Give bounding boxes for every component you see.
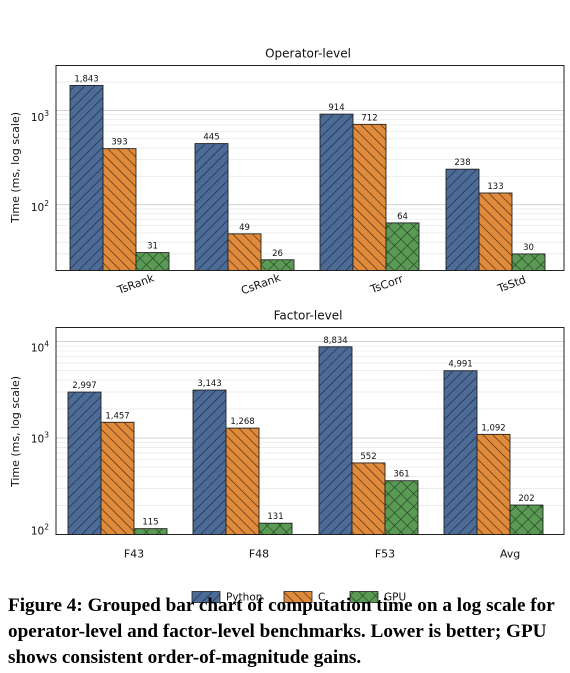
y-tick-label: 102 xyxy=(31,523,49,538)
data-label: 202 xyxy=(518,494,534,504)
bar-python xyxy=(67,391,102,535)
bar-c xyxy=(478,192,513,271)
data-label: 1,457 xyxy=(105,411,129,421)
x-tick-label: F48 xyxy=(249,548,269,561)
gridlines xyxy=(56,65,564,271)
x-axis-ticks: F43 F48 F53 Avg xyxy=(124,548,520,561)
data-label: 115 xyxy=(142,518,158,528)
bar-python xyxy=(445,168,480,271)
data-label: 393 xyxy=(111,138,127,148)
bar-gpu xyxy=(511,253,546,271)
y-axis-label: Time (ms, log scale) xyxy=(9,376,22,488)
plot-frame xyxy=(55,327,565,535)
data-label: 49 xyxy=(239,223,250,233)
data-label: 712 xyxy=(361,113,377,123)
chart-factor-level: Factor-level Time (ms, log scale) 102 10… xyxy=(9,309,565,561)
bar-gpu xyxy=(384,480,419,535)
x-tick-label: CsRank xyxy=(239,271,282,297)
data-label: 1,268 xyxy=(230,417,254,427)
bar-c xyxy=(100,421,135,535)
data-labels: 1,843 445 914 238 393 49 712 133 31 26 64 30 xyxy=(74,74,534,258)
legend-swatch-gpu xyxy=(349,591,379,603)
bar-c xyxy=(351,462,386,535)
data-label: 30 xyxy=(523,243,534,253)
data-label: 8,834 xyxy=(323,336,347,346)
legend-swatch-c xyxy=(283,591,313,603)
legend-label-python: Python xyxy=(226,592,262,604)
bar-python xyxy=(69,84,104,271)
chart-title: Operator-level xyxy=(265,47,351,61)
bars xyxy=(69,84,546,271)
bar-python xyxy=(194,143,229,271)
x-tick-label: TsCorr xyxy=(368,272,406,296)
data-label: 552 xyxy=(360,452,376,462)
legend-label-c: C xyxy=(318,592,325,604)
bar-python xyxy=(318,346,353,535)
data-label: 1,843 xyxy=(74,74,98,84)
chart-title: Factor-level xyxy=(274,309,343,323)
data-label: 361 xyxy=(393,470,409,480)
data-label: 133 xyxy=(487,182,503,192)
y-axis-label: Time (ms, log scale) xyxy=(9,112,22,224)
bar-gpu xyxy=(509,504,544,535)
data-label: 64 xyxy=(397,212,408,222)
bar-c xyxy=(102,148,137,271)
y-tick-label: 103 xyxy=(31,431,49,446)
bar-gpu xyxy=(385,222,420,271)
x-tick-label: Avg xyxy=(500,548,520,561)
data-label: 31 xyxy=(147,242,158,252)
data-label: 1,092 xyxy=(481,423,505,433)
bars xyxy=(67,346,544,535)
x-axis-ticks: TsRank CsRank TsCorr TsStd xyxy=(115,271,528,297)
chart-operator-level: Operator-level Time (ms, log scale) 102 … xyxy=(9,47,565,297)
data-label: 914 xyxy=(328,103,344,113)
bar-python xyxy=(319,113,354,271)
data-label: 26 xyxy=(272,249,283,259)
bar-gpu xyxy=(135,252,170,271)
y-axis-ticks: 102 103 xyxy=(31,109,49,214)
data-label: 2,997 xyxy=(72,381,96,391)
y-tick-label: 104 xyxy=(31,340,49,355)
bar-gpu xyxy=(260,259,295,271)
y-axis-ticks: 102 103 104 xyxy=(31,340,49,538)
data-label: 4,991 xyxy=(448,360,472,370)
x-tick-label: TsStd xyxy=(495,273,528,295)
data-label: 131 xyxy=(267,512,283,522)
data-label: 3,143 xyxy=(197,379,221,389)
bar-c xyxy=(227,233,262,271)
bar-python xyxy=(192,389,227,535)
legend-label-gpu: GPU xyxy=(384,592,406,604)
legend-swatch-python xyxy=(191,591,221,603)
figure-caption: Figure 4: Grouped bar chart of computati… xyxy=(8,595,555,668)
bar-c xyxy=(476,433,511,535)
x-tick-label: F53 xyxy=(375,548,395,561)
bar-gpu xyxy=(258,522,293,535)
bar-c xyxy=(352,123,387,271)
bar-python xyxy=(443,370,478,535)
bar-c xyxy=(225,427,260,535)
data-label: 238 xyxy=(454,158,470,168)
data-labels: 2,997 3,143 8,834 4,991 1,457 1,268 552 1,092 11… xyxy=(72,336,534,528)
legend: Python C GPU xyxy=(191,591,406,604)
x-tick-label: F43 xyxy=(124,548,144,561)
data-label: 445 xyxy=(203,133,219,143)
y-tick-label: 102 xyxy=(31,199,49,214)
x-tick-label: TsRank xyxy=(115,271,157,297)
plot-frame xyxy=(55,65,565,271)
y-tick-label: 103 xyxy=(31,109,49,124)
bar-gpu xyxy=(133,528,168,535)
